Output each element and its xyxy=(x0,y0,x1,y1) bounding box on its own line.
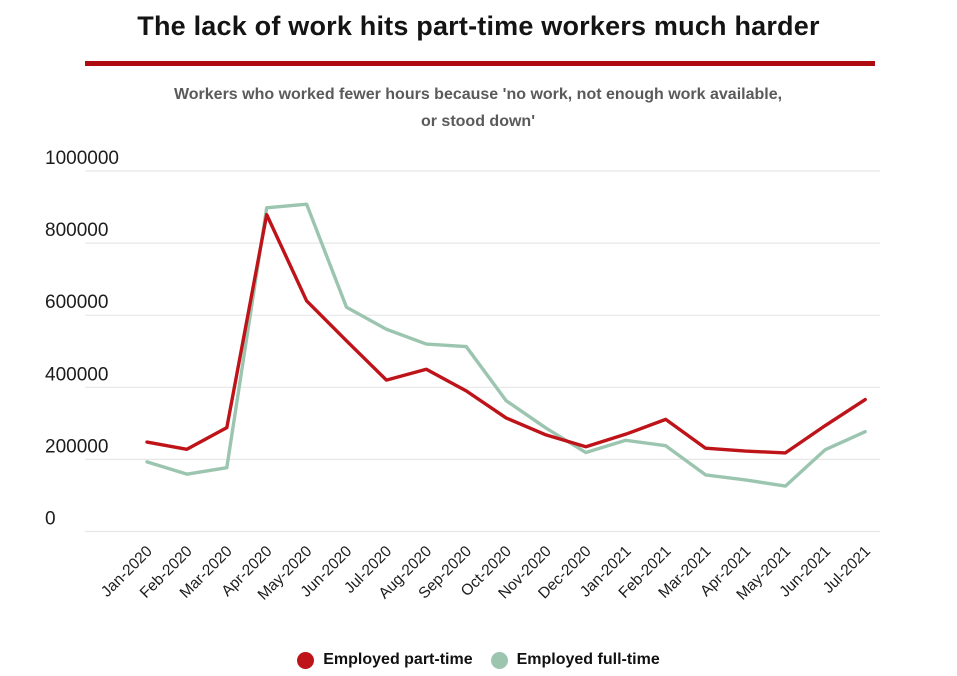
legend-item-part-time: Employed part-time xyxy=(297,651,473,669)
legend-item-full-time: Employed full-time xyxy=(490,651,660,669)
y-axis-tick-label: 200000 xyxy=(45,436,108,457)
chart-subtitle: Workers who worked fewer hours because '… xyxy=(173,86,783,130)
chart-legend: Employed part-time Employed full-time xyxy=(0,651,957,669)
y-axis-tick-label: 800000 xyxy=(45,220,108,241)
y-axis-tick-label: 600000 xyxy=(45,292,108,313)
y-axis-tick-label: 400000 xyxy=(45,364,108,385)
legend-swatch-part-time-icon xyxy=(297,651,315,669)
title-accent-rule xyxy=(85,61,875,66)
legend-swatch-full-time-icon xyxy=(490,651,508,669)
y-axis-tick-label: 1000000 xyxy=(45,148,119,169)
chart-title: The lack of work hits part-time workers … xyxy=(137,11,820,41)
series-line-employed-part-time xyxy=(145,212,867,455)
series-line-employed-full-time xyxy=(145,202,867,488)
legend-label-part-time: Employed part-time xyxy=(323,651,473,668)
legend-label-full-time: Employed full-time xyxy=(516,651,660,668)
y-axis-tick-label: 0 xyxy=(45,509,56,530)
